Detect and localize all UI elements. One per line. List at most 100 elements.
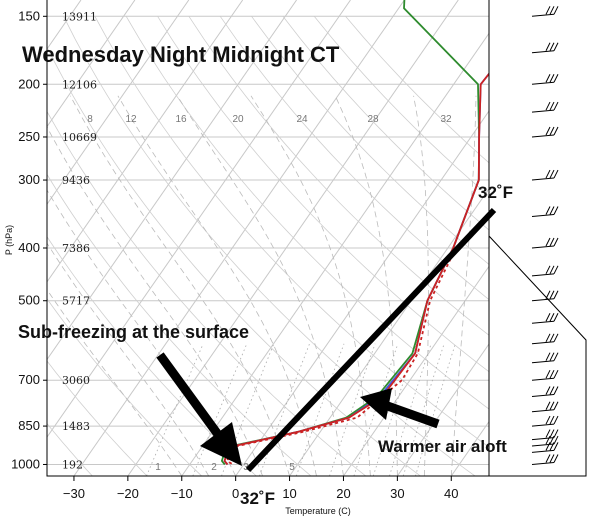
- pressure-tick-label: 300: [18, 172, 40, 187]
- height-label: 192: [62, 458, 83, 471]
- moist-adiabat: [47, 288, 183, 476]
- mixing-ratio-label: 32: [440, 114, 452, 125]
- wind-barb-flag: [553, 206, 559, 215]
- dry-adiabat: [47, 298, 202, 476]
- height-label: 12106: [62, 78, 97, 91]
- x-axis-title: Temperature (C): [285, 506, 351, 516]
- wind-barb-flag: [549, 369, 555, 379]
- wind-barb-flag: [549, 206, 555, 215]
- wind-barb-flag: [553, 429, 559, 438]
- wind-barb-flag: [549, 454, 555, 463]
- pressure-tick-label: 200: [18, 76, 40, 91]
- pressure-tick-label: 850: [18, 418, 40, 433]
- wind-barb-flag: [553, 6, 559, 15]
- isotherm-line: [450, 420, 489, 476]
- wind-barb-flag: [545, 442, 551, 451]
- dry-adiabat: [47, 422, 93, 476]
- mixing-ratio-line: [329, 343, 376, 476]
- wind-barb-flag: [549, 265, 555, 275]
- pressure-axis: 150 13911 200 12106 250 10669 300 9436 400 7386 50…: [11, 8, 97, 471]
- mixing-ratio-label: 20: [232, 114, 244, 125]
- mixing-ratio-label: 1: [155, 462, 161, 473]
- dry-adiabat: [251, 16, 489, 265]
- freezing-label-bottom: 32˚F: [240, 489, 275, 508]
- moist-adiabat: [69, 95, 290, 476]
- temperature-tick-label: 30: [390, 486, 404, 501]
- wind-barb-flag: [545, 454, 551, 463]
- wind-barb-flag: [553, 290, 559, 299]
- wind-barb-staff: [531, 409, 555, 413]
- moist-adiabat: [117, 95, 317, 476]
- wind-barb-staff: [531, 13, 555, 17]
- isotherm-line: [47, 0, 244, 283]
- wind-barb-staff: [531, 50, 555, 54]
- dry-adiabat: [188, 16, 489, 336]
- wind-barb-flag: [545, 74, 551, 83]
- moist-adiabat: [176, 95, 344, 476]
- dry-adiabat: [219, 16, 489, 301]
- height-label: 10669: [62, 131, 97, 144]
- wind-barb-flag: [553, 265, 559, 275]
- temperature-tick-label: −10: [171, 486, 193, 501]
- mixing-ratio-label: 16: [175, 114, 187, 125]
- isotherm-line: [47, 0, 351, 439]
- hodograph-panel-border: [488, 0, 587, 477]
- mixing-ratio-label: 2: [211, 462, 217, 473]
- dry-adiabat: [63, 16, 476, 476]
- mixing-ratio-label: 3: [243, 462, 249, 473]
- moist-adiabat: [334, 95, 398, 476]
- wind-barb-flag: [549, 6, 555, 15]
- temperature-tick-label: −20: [117, 486, 139, 501]
- isotherm-line: [181, 32, 489, 476]
- height-label: 7386: [62, 242, 90, 255]
- mixing-ratio-line: [146, 343, 204, 476]
- freezing-isotherm-line: [245, 207, 497, 473]
- wind-barb-flag: [553, 126, 559, 136]
- wind-barb-flag: [549, 237, 555, 247]
- wind-barb-flag: [553, 169, 559, 179]
- wind-barb-flag: [549, 442, 555, 451]
- dry-adiabat: [47, 110, 366, 476]
- aloft-annotation: Warmer air aloft: [378, 437, 507, 456]
- wind-barb-flag: [553, 401, 559, 410]
- wind-barb-flag: [549, 74, 555, 83]
- wind-barb-staff: [531, 461, 555, 465]
- surface-arrow-head: [200, 422, 242, 466]
- temperature-tick-label: 20: [336, 486, 350, 501]
- mixing-ratio-line: [259, 343, 310, 476]
- isotherm-line: [396, 343, 489, 476]
- wind-barb-flag: [553, 435, 559, 445]
- dry-adiabat: [94, 16, 489, 448]
- wind-barb-flag: [545, 126, 551, 136]
- isotherm-line: [343, 265, 489, 476]
- dry-adiabat: [282, 16, 489, 231]
- pressure-tick-label: 700: [18, 372, 40, 387]
- wind-barb-flag: [545, 415, 551, 425]
- wind-barb-staff: [531, 449, 555, 453]
- height-label: 9436: [62, 174, 90, 187]
- aloft-arrow-shaft: [380, 399, 440, 429]
- wind-barb-staff: [531, 437, 555, 441]
- wind-barb-staff: [531, 245, 555, 249]
- wind-barb-staff: [531, 443, 555, 447]
- wind-barb-flag: [549, 386, 555, 395]
- temperature-tick-label: 40: [444, 486, 458, 501]
- wind-barb-flag: [545, 352, 551, 361]
- isotherm-line: [47, 0, 190, 206]
- pressure-tick-label: 400: [18, 240, 40, 255]
- wind-barb-flag: [549, 169, 555, 179]
- wind-barb-flag: [553, 74, 559, 83]
- wind-barb-staff: [531, 81, 555, 85]
- mixing-ratio-label: 8: [87, 114, 93, 125]
- wind-barb-flag: [545, 369, 551, 379]
- temperature-axis: −30 −20 −10 0 10 20 30 40: [63, 476, 459, 501]
- wind-barb-flag: [545, 313, 551, 322]
- wind-barb-flag: [549, 101, 555, 111]
- wind-barb-flag: [545, 237, 551, 247]
- wind-barb-flag: [553, 101, 559, 111]
- wind-barb-flag: [553, 237, 559, 247]
- isotherm-line: [73, 0, 405, 476]
- wind-barb-flag: [553, 442, 559, 451]
- wind-barb-flag: [545, 386, 551, 395]
